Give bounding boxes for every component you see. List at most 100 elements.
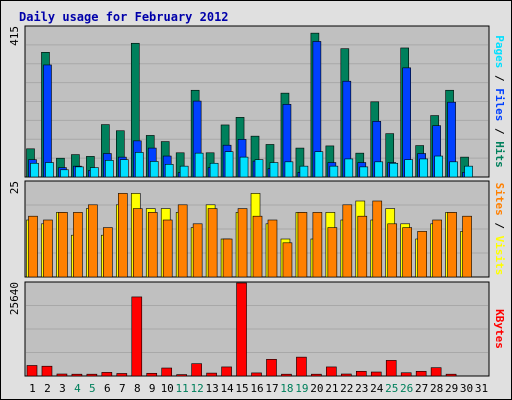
bar-kbytes-day-5: [86, 373, 98, 377]
bar-sites-day-15: [237, 208, 248, 278]
bar-kbytes-day-18: [281, 373, 292, 377]
bar-files-day-2: [43, 64, 52, 178]
legend-files: Files: [493, 88, 506, 121]
bar-sites-day-27: [417, 231, 427, 278]
bar-sites-day-23: [357, 215, 368, 278]
x-tick-label-day-8: 8: [134, 382, 141, 395]
bar-pages-day-2: [45, 162, 54, 178]
bar-sites-day-7: [118, 193, 128, 278]
y-max-label-visits-sites: 25: [8, 181, 21, 194]
bar-sites-day-10: [162, 219, 173, 278]
bar-kbytes-day-19: [296, 356, 307, 377]
bar-sites-day-16: [252, 215, 263, 278]
bar-pages-day-30: [464, 165, 473, 178]
bar-kbytes-day-26: [400, 372, 412, 377]
bar-kbytes-day-1: [26, 365, 38, 377]
bar-sites-day-26: [402, 227, 412, 278]
bar-sites-day-4: [73, 212, 83, 278]
bar-pages-day-28: [434, 155, 443, 178]
x-tick-label-day-6: 6: [104, 382, 111, 395]
bar-pages-day-1: [30, 162, 39, 178]
bar-sites-day-18: [282, 242, 293, 278]
bar-sites-day-14: [222, 238, 233, 278]
x-tick-label-day-30: 30: [460, 382, 473, 395]
bar-sites-day-13: [207, 208, 218, 278]
bar-kbytes-day-22: [341, 373, 352, 377]
bar-sites-day-2: [43, 219, 53, 278]
x-tick-label-day-25: 25: [385, 382, 398, 395]
bar-kbytes-day-16: [251, 372, 262, 377]
legend-separator: /: [493, 216, 506, 236]
bar-pages-day-19: [299, 165, 309, 178]
x-tick-label-day-10: 10: [161, 382, 174, 395]
bar-kbytes-day-24: [370, 371, 382, 377]
x-tick-label-day-1: 1: [29, 382, 36, 395]
bar-kbytes-day-12: [191, 363, 202, 377]
bar-sites-day-25: [387, 223, 398, 278]
bar-pages-day-12: [194, 152, 204, 178]
bar-pages-day-25: [389, 162, 399, 178]
bar-kbytes-day-29: [445, 373, 457, 377]
bar-kbytes-day-10: [161, 367, 173, 377]
legend-kbytes: KBytes: [493, 309, 506, 349]
bar-kbytes-day-7: [116, 373, 128, 377]
bar-pages-day-5: [90, 167, 99, 178]
legend-hits: Hits: [493, 141, 506, 168]
bar-pages-day-24: [374, 161, 384, 178]
legend-separator: /: [493, 121, 506, 141]
bar-kbytes-day-14: [221, 366, 232, 377]
legend-visits: Visits: [493, 236, 506, 276]
x-tick-label-day-27: 27: [415, 382, 428, 395]
bar-pages-day-11: [179, 165, 189, 178]
x-tick-label-day-14: 14: [220, 382, 234, 395]
legend-visits-sites: Sites / Visits: [493, 183, 506, 276]
bar-kbytes-day-11: [176, 374, 187, 377]
bar-kbytes-day-13: [206, 372, 217, 377]
y-max-label-kbytes: 25640: [8, 282, 21, 315]
x-tick-label-day-29: 29: [445, 382, 458, 395]
bar-kbytes-day-4: [71, 373, 83, 377]
bar-sites-day-24: [372, 200, 383, 278]
bar-pages-day-23: [359, 166, 369, 178]
bar-sites-day-6: [103, 227, 113, 278]
legend-hits-files-pages: Pages / Files / Hits: [493, 35, 506, 168]
bar-kbytes-day-6: [101, 372, 113, 377]
bar-sites-day-29: [447, 212, 457, 278]
bar-pages-day-22: [344, 158, 354, 178]
x-tick-label-day-16: 16: [250, 382, 263, 395]
bar-sites-day-8: [132, 208, 143, 278]
bar-pages-day-27: [419, 158, 428, 178]
bar-sites-day-11: [177, 204, 188, 278]
x-tick-label-day-2: 2: [44, 382, 51, 395]
bar-pages-day-17: [269, 162, 279, 178]
bar-pages-day-10: [164, 164, 174, 178]
bar-sites-day-28: [432, 219, 442, 278]
x-tick-label-day-22: 22: [340, 382, 353, 395]
bar-sites-day-20: [312, 212, 323, 278]
x-tick-label-day-5: 5: [89, 382, 96, 395]
bar-pages-day-15: [239, 156, 249, 178]
bar-pages-day-29: [449, 161, 458, 178]
bar-kbytes-day-23: [355, 370, 367, 377]
bar-kbytes-day-3: [56, 373, 68, 377]
bar-pages-day-18: [284, 161, 294, 178]
bar-pages-day-13: [209, 162, 219, 178]
bar-pages-day-6: [105, 160, 114, 178]
x-tick-label-day-19: 19: [295, 382, 308, 395]
bar-pages-day-7: [120, 159, 129, 178]
bar-sites-day-17: [267, 219, 278, 278]
y-max-label-hits-files-pages: 415: [8, 26, 21, 46]
x-tick-label-day-24: 24: [370, 382, 384, 395]
bar-sites-day-21: [327, 227, 338, 278]
x-tick-label-day-7: 7: [119, 382, 126, 395]
x-tick-label-day-4: 4: [74, 382, 81, 395]
x-tick-label-day-18: 18: [280, 382, 293, 395]
bar-sites-day-19: [297, 212, 308, 278]
x-tick-label-day-12: 12: [191, 382, 204, 395]
legend-pages: Pages: [493, 35, 506, 68]
bar-kbytes-day-9: [146, 372, 158, 377]
bar-kbytes-day-15: [236, 282, 247, 377]
x-tick-label-day-31: 31: [475, 382, 488, 395]
bar-pages-day-14: [224, 151, 234, 178]
